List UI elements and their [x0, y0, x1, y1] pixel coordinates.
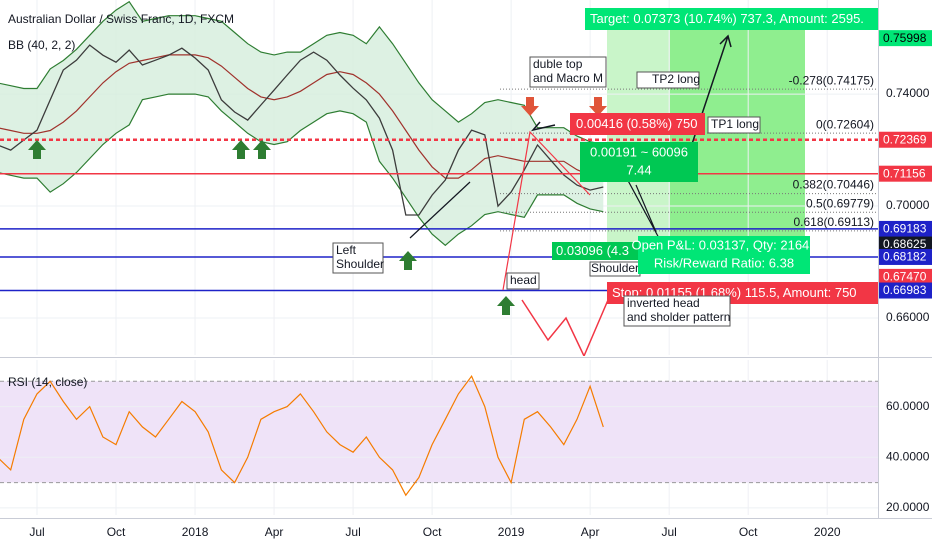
y-tick-label: 0.66000 [886, 310, 930, 324]
level-tag [879, 236, 932, 253]
fib-label: 0.382(0.70446) [793, 178, 874, 192]
level-label: 0.72369 [883, 132, 927, 146]
x-tick-label: 2019 [498, 525, 525, 539]
gain-bg [552, 242, 642, 260]
x-tick-label: 2018 [182, 525, 209, 539]
risk-box: 0.00416 (0.58%) 750 [570, 113, 705, 135]
note-box [623, 295, 731, 327]
level-tag [879, 220, 932, 237]
level-tag [879, 165, 932, 182]
note-text: Left [336, 243, 357, 257]
pnl-label: Risk/Reward Ratio: 6.38 [654, 255, 794, 270]
note-text: head [510, 273, 537, 287]
position-box: 0.00191 ~ 60096 7.44 [580, 142, 698, 182]
x-tick-label: Apr [265, 525, 284, 539]
position-label: 0.00191 ~ 60096 [590, 144, 688, 159]
note-box [332, 242, 384, 274]
position-zones [607, 30, 805, 298]
level-tag [879, 131, 932, 148]
note-text: Shoulder [591, 261, 639, 275]
pnl-box: Open P&L: 0.03137, Qty: 21645 Risk/Rewar… [631, 236, 817, 274]
x-tick-label: Oct [107, 525, 126, 539]
pnl-label: Open P&L: 0.03137, Qty: 21645 [631, 237, 816, 252]
rsi-line [0, 375, 604, 497]
y-tick-label: 0.74000 [886, 86, 930, 100]
note-text: and sholder pattern [627, 310, 730, 324]
level-label: 0.75998 [883, 31, 927, 45]
legend-indicator: BB (40, 2, 2) [8, 38, 75, 52]
x-tick-label: Oct [423, 525, 442, 539]
legend-symbol: Australian Dollar / Swiss Franc, 1D, FXC… [8, 12, 234, 26]
risk-bg [570, 113, 705, 135]
target-label: Target: 0.07373 (10.74%) 737.3, Amount: … [590, 11, 864, 26]
projection-line [521, 299, 609, 356]
level-label: 0.66983 [883, 283, 927, 297]
y-tick-label: 60.0000 [886, 399, 930, 413]
note-box [707, 116, 761, 134]
note-box [636, 71, 700, 89]
neckline [409, 181, 471, 239]
axes: 0.74000 0.70000 0.66000 Jul Oct 2018 Apr Jul Oct… [29, 30, 932, 539]
pnl-bg [638, 236, 810, 274]
note-text: Shoulder [336, 257, 384, 271]
x-tick-label: Jul [345, 525, 360, 539]
level-label: 0.69183 [883, 222, 927, 236]
level-tag [879, 30, 932, 47]
bb-upper [0, 0, 604, 146]
head-note: head [506, 272, 540, 290]
bb-basis [0, 54, 604, 179]
note-text: TP2 long [652, 72, 700, 86]
note-box [506, 272, 540, 290]
note-text: TP1 long [711, 117, 759, 131]
tp1-note: TP1 long [707, 116, 761, 134]
note-text: duble top [533, 57, 583, 71]
note-text: inverted head [627, 296, 700, 310]
level-tag [879, 282, 932, 299]
right-shoulder-note: Shoulder [589, 261, 641, 277]
tp2-note: TP2 long [636, 71, 700, 89]
x-tick-label: Jul [661, 525, 676, 539]
fib-label: 0(0.72604) [816, 117, 874, 131]
rsi-title: RSI (14, close) [8, 375, 87, 389]
x-tick-label: Oct [739, 525, 758, 539]
fib-label: -0.278(0.74175) [789, 73, 874, 87]
position-bg [580, 142, 698, 182]
level-label: 0.68625 [883, 237, 927, 251]
y-tick-label: 0.70000 [886, 198, 930, 212]
left-shoulder-note: Left Shoulder [332, 242, 384, 274]
x-tick-label: Apr [581, 525, 600, 539]
level-label: 0.68182 [883, 250, 927, 264]
rsi-pane [0, 360, 878, 515]
pattern-note: inverted head and sholder pattern [623, 295, 731, 327]
x-tick-label: 2020 [814, 525, 841, 539]
gain-label: 0.03096 (4.3 [556, 243, 629, 258]
level-label: 0.71156 [883, 166, 926, 180]
level-tag [879, 268, 932, 285]
target-bg [585, 8, 878, 30]
path-arrow [624, 174, 661, 241]
pointer-arrow [530, 121, 556, 132]
level-label: 0.67470 [883, 270, 927, 284]
position-label: 7.44 [626, 162, 651, 177]
y-tick-label: 20.0000 [886, 500, 930, 514]
bb-lower [0, 93, 604, 247]
pattern-line [502, 130, 591, 291]
x-tick-label: Jul [29, 525, 44, 539]
y-tick-label: 40.0000 [886, 449, 930, 463]
annotations: Target: 0.07373 (10.74%) 737.3, Amount: … [28, 8, 878, 356]
note-text: and Macro M [533, 71, 603, 85]
level-tag [879, 248, 932, 265]
double-top-note: duble top and Macro M [529, 56, 607, 88]
price-line [0, 44, 604, 216]
gain-box: 0.03096 (4.3 [552, 242, 642, 260]
fib-label: 0.618(0.69113) [793, 215, 874, 229]
fib-label: 0.5(0.69779) [806, 196, 874, 210]
note-box [529, 56, 607, 88]
target-box: Target: 0.07373 (10.74%) 737.3, Amount: … [585, 8, 878, 30]
risk-label: 0.00416 (0.58%) 750 [576, 116, 697, 131]
price-pane: -0.278(0.74175) 0(0.72604) 0.382(0.70446) 0… [0, 0, 878, 355]
